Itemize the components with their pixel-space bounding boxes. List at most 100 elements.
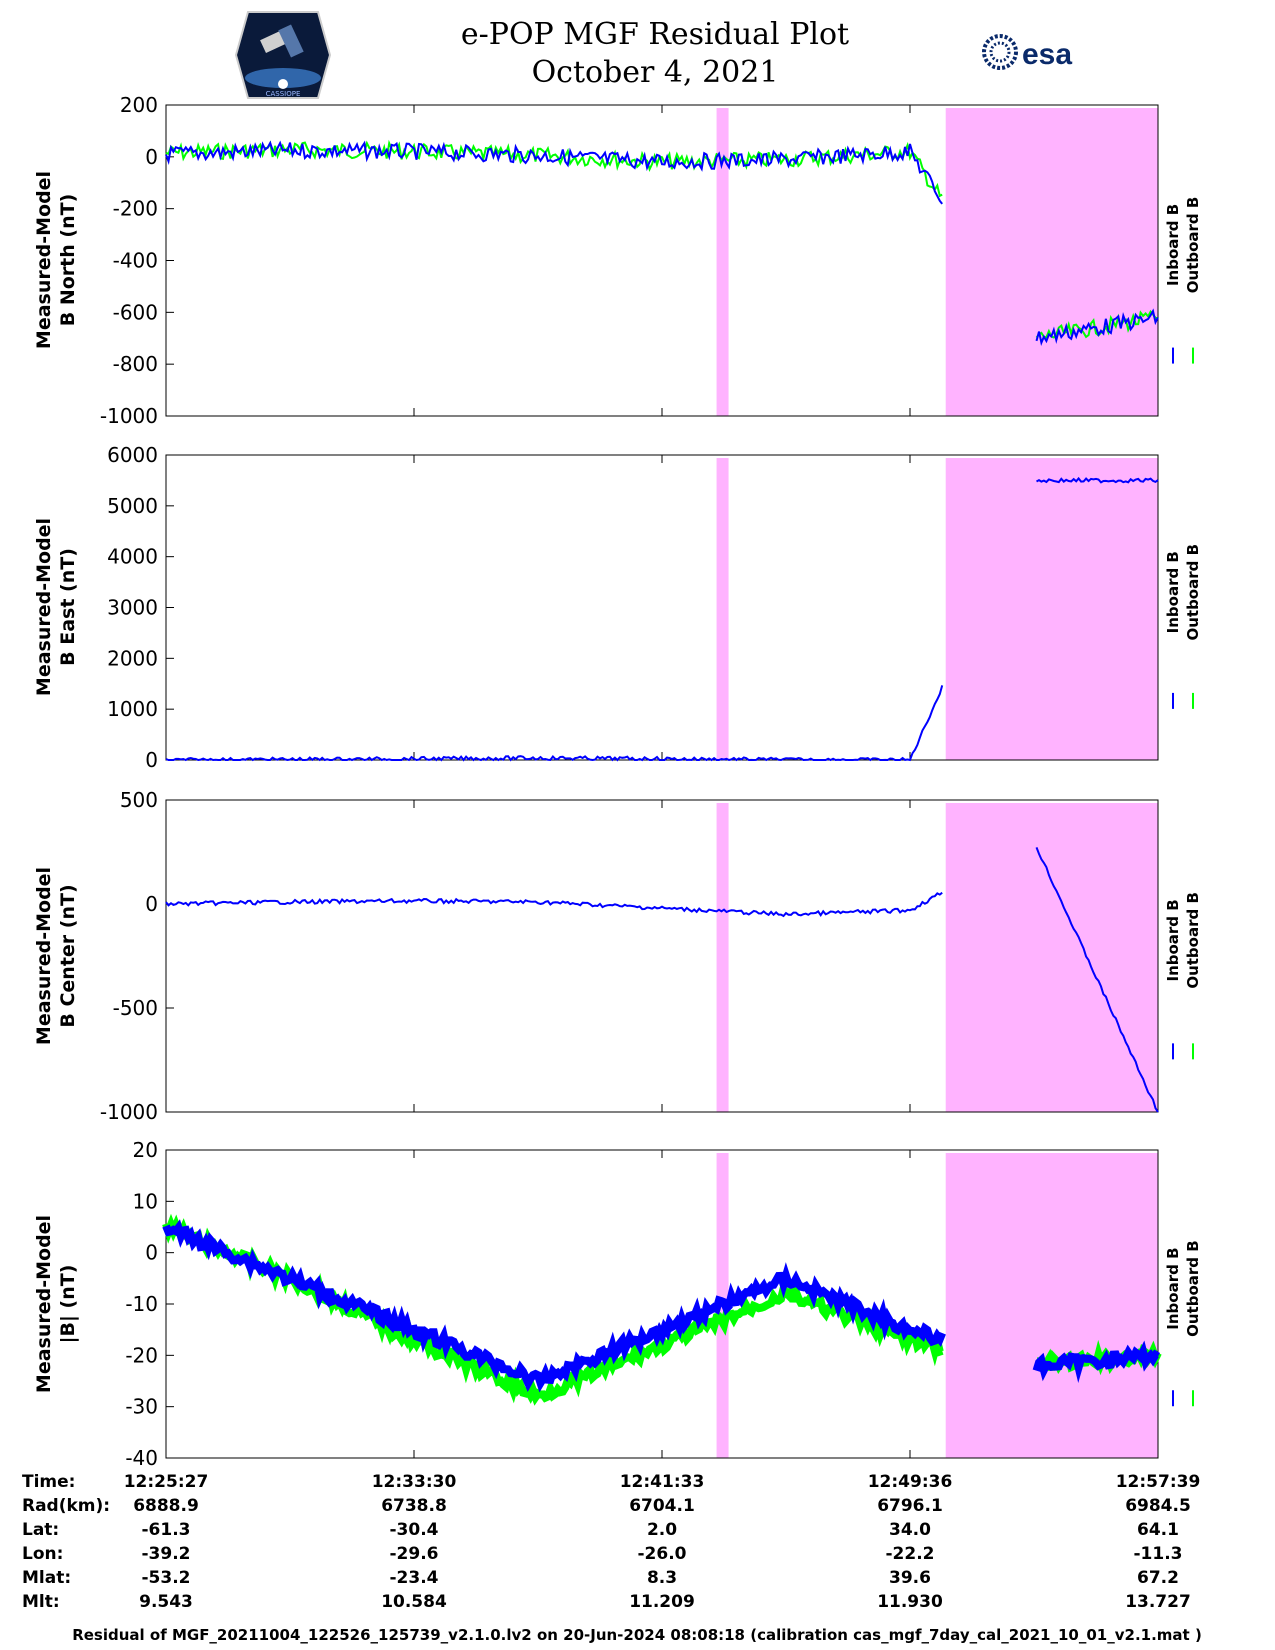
ephemeris-row-label: Rad(km): [22,1496,110,1516]
ephemeris-value: 11.209 [629,1592,695,1612]
ephemeris-row-label: Mlat: [22,1568,71,1588]
y-tick-label: 6000 [107,443,158,467]
shaded-region-1 [716,458,729,760]
series-outboard-b-line [165,139,1159,339]
ephemeris-value: 13.727 [1125,1592,1191,1612]
y-tick-label: 500 [120,788,158,812]
legend: Inboard B Outboard B [1164,892,1202,1060]
ephemeris-value: -11.3 [1134,1544,1183,1564]
series-inboard-b-line [165,140,1159,347]
panel-3: 500 0 -500 -1000 Measured-Model B Center (nT)… [33,788,1202,1124]
legend: Inboard B Outboard B [1164,544,1202,709]
y-tick-label: 0 [145,748,158,772]
y-tick-label: 0 [145,892,158,916]
ephemeris-value: 8.3 [647,1568,677,1588]
x-tick-label: 12:49:36 [868,1472,953,1492]
y-tick-label: 1000 [107,697,158,721]
chart-title: e-POP MGF Residual Plot [461,17,849,52]
x-tick-label: 12:41:33 [620,1472,705,1492]
legend-outboard-label: Outboard B [1184,1240,1202,1337]
footer-caption: Residual of MGF_20211004_122526_125739_v… [72,1626,1202,1644]
y-tick-label: 5000 [107,494,158,518]
shaded-region-1 [716,108,729,416]
ephemeris-value: 2.0 [647,1520,677,1540]
y-tick-label: 0 [145,145,158,169]
series-inboard-b-line [162,1219,1161,1393]
y-tick-label: 0 [145,1241,158,1265]
y-axis-label: Measured-Model B East (nT) [33,518,79,696]
y-tick-label: -500 [113,996,158,1020]
y-tick-label: 3000 [107,596,158,620]
y-axis-label: Measured-Model |B| (nT) [33,1215,79,1393]
y-tick-label: -600 [113,300,158,324]
ephemeris-row-label: Lat: [22,1520,59,1540]
shaded-region-2 [945,458,1158,760]
x-tick-label: 12:33:30 [372,1472,457,1492]
series-inboard-b-line [165,476,1159,762]
y-tick-label: -20 [125,1343,158,1367]
ephemeris-value: -29.6 [390,1544,439,1564]
y-tick-label: -1000 [100,404,158,428]
shaded-region-2 [945,1153,1158,1458]
ephemeris-value: 6888.9 [133,1496,199,1516]
legend: Inboard B Outboard B [1164,1240,1202,1407]
ephemeris-value: 11.930 [877,1592,943,1612]
esa-logo: esa [982,34,1072,71]
panel-4: 20 10 0 -10 -20 -30 -40 Measured-Model |B| (nT) I… [33,1138,1202,1470]
ephemeris-value: 6796.1 [877,1496,943,1516]
legend-inboard-label: Inboard B [1164,899,1182,981]
x-tick-label: 12:25:27 [124,1472,209,1492]
ephemeris-value: -26.0 [638,1544,687,1564]
y-axis-label: Measured-Model B North (nT) [33,171,79,349]
ephemeris-row-label: Lon: [22,1544,63,1564]
ephemeris-value: 6738.8 [381,1496,447,1516]
ephemeris-value: -53.2 [142,1568,191,1588]
legend-inboard-label: Inboard B [1164,551,1182,633]
legend-inboard-label: Inboard B [1164,204,1182,286]
legend-outboard-label: Outboard B [1184,544,1202,641]
ephemeris-value: 6984.5 [1125,1496,1191,1516]
shaded-region-1 [716,803,729,1112]
y-tick-label: 2000 [107,646,158,670]
ephemeris-value: -22.2 [886,1544,935,1564]
shaded-region-2 [945,108,1158,416]
svg-text:esa: esa [1022,38,1072,71]
y-tick-label: -400 [113,249,158,273]
y-tick-label: -800 [113,352,158,376]
ephemeris-value: 10.584 [381,1592,447,1612]
ephemeris-value: -61.3 [142,1520,191,1540]
ephemeris-value: -30.4 [390,1520,439,1540]
chart-subtitle-date: October 4, 2021 [532,55,779,90]
cassiope-logo: CASSIOPE [234,11,332,99]
ephemeris-value: 6704.1 [629,1496,695,1516]
y-tick-label: -200 [113,197,158,221]
ephemeris-value: 34.0 [889,1520,931,1540]
x-tick-label: 12:57:39 [1116,1472,1201,1492]
ephemeris-row-label: Mlt: [22,1592,60,1612]
y-axis-label: Measured-Model B Center (nT) [33,867,79,1045]
y-tick-label: -40 [125,1446,158,1470]
ephemeris-value: 64.1 [1137,1520,1179,1540]
y-tick-label: 200 [120,93,158,117]
series-inboard-b-line [165,847,1159,1113]
y-tick-label: -1000 [100,1100,158,1124]
shaded-region-2 [945,803,1158,1112]
y-tick-label: -30 [125,1395,158,1419]
ephemeris-value: 67.2 [1137,1568,1179,1588]
svg-text:CASSIOPE: CASSIOPE [266,90,301,98]
legend: Inboard B Outboard B [1164,197,1202,364]
ephemeris-value: 39.6 [889,1568,931,1588]
ephemeris-value: 9.543 [139,1592,193,1612]
ephemeris-value: -23.4 [390,1568,439,1588]
ephemeris-table: Time: Rad(km): Lat: Lon: Mlat: Mlt: 12:25:27 68… [22,1472,1200,1612]
y-tick-label: 4000 [107,545,158,569]
legend-outboard-label: Outboard B [1184,197,1202,294]
y-tick-label: 10 [133,1189,158,1213]
y-tick-label: 20 [133,1138,158,1162]
legend-outboard-label: Outboard B [1184,892,1202,989]
legend-inboard-label: Inboard B [1164,1247,1182,1329]
ephemeris-value: -39.2 [142,1544,191,1564]
y-tick-label: -10 [125,1292,158,1316]
ephemeris-row-label: Time: [22,1472,75,1492]
